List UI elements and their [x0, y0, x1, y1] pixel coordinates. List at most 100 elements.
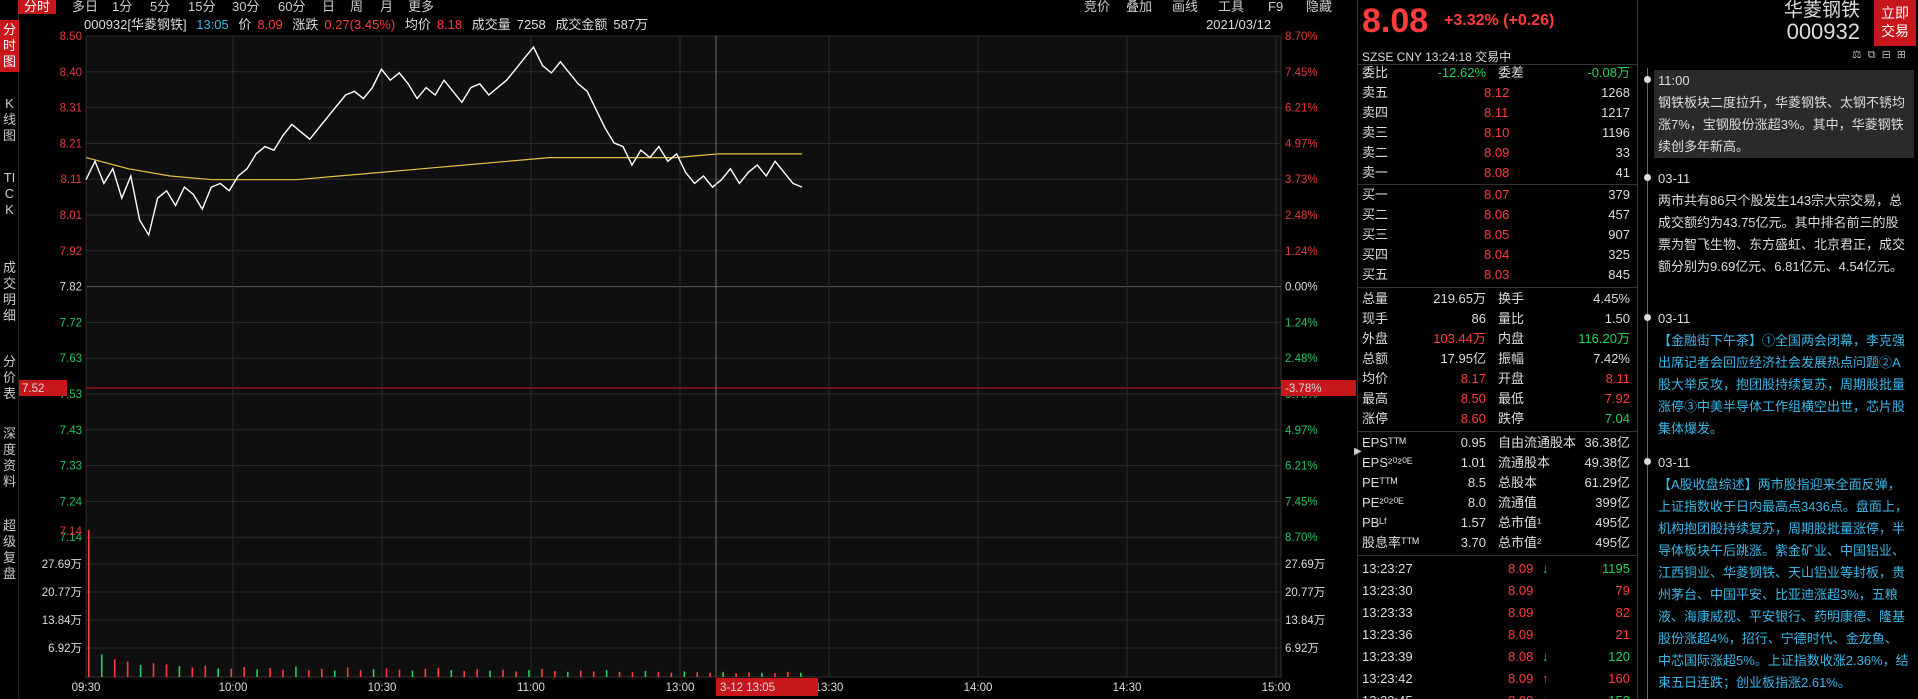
- tab-30min[interactable]: 30分: [232, 0, 260, 14]
- auction-tool[interactable]: 竞价: [1084, 0, 1111, 14]
- time-tick-label: 13:30: [815, 682, 844, 694]
- bid-volume: 907: [1608, 227, 1630, 242]
- menu-super-replay[interactable]: 超级复盘: [0, 518, 19, 582]
- fund-value: 1.01: [1460, 455, 1486, 470]
- volume-bar: [515, 671, 517, 677]
- time-tick-label: 13:00: [666, 682, 695, 694]
- news-item[interactable]: 03-11 【A股收盘综述】两市股指迎来全面反弹，上证指数收于日内最高点3436点…: [1654, 452, 1914, 694]
- last-price: 8.08: [1362, 2, 1429, 40]
- pct-tick-label: 8.70%: [1285, 532, 1318, 544]
- minus-icon[interactable]: ⊟: [1881, 49, 1897, 61]
- menu-tick[interactable]: TICK: [0, 170, 19, 218]
- volume-bar: [735, 673, 737, 677]
- bid-price: 8.05: [1484, 227, 1510, 242]
- price-tick-label: 8.21: [60, 138, 82, 150]
- tab-multiday[interactable]: 多日: [72, 0, 99, 14]
- tick-time: 13:23:36: [1362, 627, 1413, 642]
- scale-icon[interactable]: ⚖: [1851, 49, 1868, 61]
- stat-row: 外盘 103.44万 内盘 116.20万: [1362, 330, 1634, 348]
- trade-now-button[interactable]: 立即交易: [1874, 0, 1916, 46]
- volume-bar: [437, 667, 440, 677]
- price-tick-label: 8.01: [60, 210, 82, 222]
- stat-value: 86: [1471, 311, 1486, 326]
- expand-arrow-icon[interactable]: ▶: [1354, 446, 1362, 457]
- price-change: +3.32% (+0.26): [1444, 12, 1555, 29]
- ask-label: 卖三: [1362, 125, 1389, 140]
- menu-trade-detail[interactable]: 成交明细: [0, 260, 19, 324]
- tick-row: 13:23:30 8.09 79: [1362, 582, 1634, 600]
- chart-date: 2021/03/12: [1206, 17, 1272, 32]
- draw-line-tool[interactable]: 画线: [1172, 0, 1199, 14]
- tab-day[interactable]: 日: [322, 0, 336, 14]
- tab-15min[interactable]: 15分: [188, 0, 216, 14]
- menu-price-table[interactable]: 分价表: [0, 354, 19, 402]
- price-line: [85, 45, 803, 237]
- fund-label: EPSᵀᵀᴹ: [1362, 435, 1406, 450]
- ask-volume: 1217: [1601, 105, 1630, 120]
- volume-bar: [579, 670, 582, 677]
- ask-label: 卖一: [1362, 165, 1389, 180]
- fund-label: EPS²⁰²⁰ᴱ: [1362, 455, 1413, 470]
- trade-now-label: 立即交易: [1881, 5, 1909, 39]
- bid-level-row: 买一 8.07 379: [1362, 186, 1634, 204]
- ask-volume: 41: [1615, 165, 1630, 180]
- news-item[interactable]: 03-11 两市共有86只个股发生143宗大宗交易，总成交额约为43.75亿元。其…: [1654, 168, 1914, 278]
- menu-intraday-chart[interactable]: 分时图: [0, 20, 19, 72]
- stat-label: 总额: [1362, 351, 1389, 366]
- overlay-tool[interactable]: 叠加: [1126, 0, 1153, 14]
- bid-price: 8.06: [1484, 207, 1510, 222]
- volume-bar: [385, 668, 388, 677]
- stat-value: 7.42%: [1593, 351, 1630, 366]
- volume-bar: [256, 669, 258, 677]
- pct-tick-label: 1.24%: [1285, 317, 1318, 329]
- volume-bar: [774, 673, 776, 677]
- volume-bar: [644, 670, 647, 677]
- pct-tick-label: 4.97%: [1285, 138, 1318, 150]
- menu-depth-info[interactable]: 深度资料: [0, 426, 19, 490]
- intraday-chart[interactable]: 8.50 8.70% 8.40 7.45% 8.31 6.21% 8.21 4.97% 8.11…: [0, 0, 1356, 699]
- tab-week[interactable]: 周: [350, 0, 364, 14]
- price-tick-label: 8.50: [60, 31, 82, 43]
- volume-tick-label: 20.77万: [42, 587, 82, 599]
- stat-row: 总量 219.65万 换手 4.45%: [1362, 290, 1634, 308]
- info-volume-label: 成交量: [471, 17, 511, 32]
- tab-5min[interactable]: 5分: [150, 0, 171, 14]
- external-link-icon[interactable]: ⧉: [1867, 49, 1882, 61]
- fund-value: 49.38亿: [1584, 455, 1630, 470]
- tab-60min[interactable]: 60分: [278, 0, 306, 14]
- menu-kline-chart[interactable]: K线图: [0, 96, 19, 144]
- plus-icon[interactable]: ⊞: [1896, 49, 1912, 61]
- news-date: 03-11: [1658, 311, 1691, 326]
- menu-label: 超级复盘: [3, 518, 17, 581]
- bid-price: 8.04: [1484, 247, 1510, 262]
- quote-info-row: 000932[华菱钢铁] 13:05 价 8.09 涨跌 0.27(3.45%) 均…: [84, 14, 654, 36]
- volume-bar: [88, 530, 90, 677]
- fund-label: PBᴸᶠ: [1362, 515, 1387, 530]
- stat-value: 8.17: [1460, 371, 1486, 386]
- average-price-line: [85, 153, 802, 181]
- news-item[interactable]: 11:00 钢铁板块二度拉升，华菱钢铁、太钢不锈均涨7%，宝钢股份涨超3%。其中，…: [1654, 70, 1914, 158]
- news-item[interactable]: 03-11 【金融街下午茶】①全国两会闭幕，李克强出席记者会回应经济社会发展热点问…: [1654, 308, 1914, 440]
- tick-price: 8.09: [1508, 671, 1534, 686]
- down-arrow-icon: ↓: [1542, 649, 1549, 664]
- tools-menu[interactable]: 工具: [1218, 0, 1245, 14]
- tab-1min[interactable]: 1分: [112, 0, 133, 14]
- time-tick-label: 10:00: [219, 682, 248, 694]
- tick-time: 13:23:27: [1362, 561, 1413, 576]
- pct-tick-label: 2.48%: [1285, 353, 1318, 365]
- ask-level-row: 卖三 8.10 1196: [1362, 124, 1634, 142]
- bid-volume: 379: [1608, 187, 1630, 202]
- hide-button[interactable]: 隐藏: [1306, 0, 1333, 14]
- tab-more[interactable]: 更多: [408, 0, 435, 14]
- f9-button[interactable]: F9: [1268, 0, 1284, 14]
- tab-intraday[interactable]: 分时: [18, 0, 57, 14]
- stat-value: 219.65万: [1433, 291, 1486, 306]
- stat-value: 103.44万: [1433, 331, 1486, 346]
- volume-bar: [346, 667, 349, 677]
- tick-volume: 1195: [1602, 561, 1630, 576]
- fund-value: 1.57: [1460, 515, 1486, 530]
- volume-tick-label: 6.92万: [1285, 643, 1319, 655]
- volume-bar: [748, 672, 750, 677]
- tab-month[interactable]: 月: [380, 0, 394, 14]
- volume-bar: [683, 671, 686, 677]
